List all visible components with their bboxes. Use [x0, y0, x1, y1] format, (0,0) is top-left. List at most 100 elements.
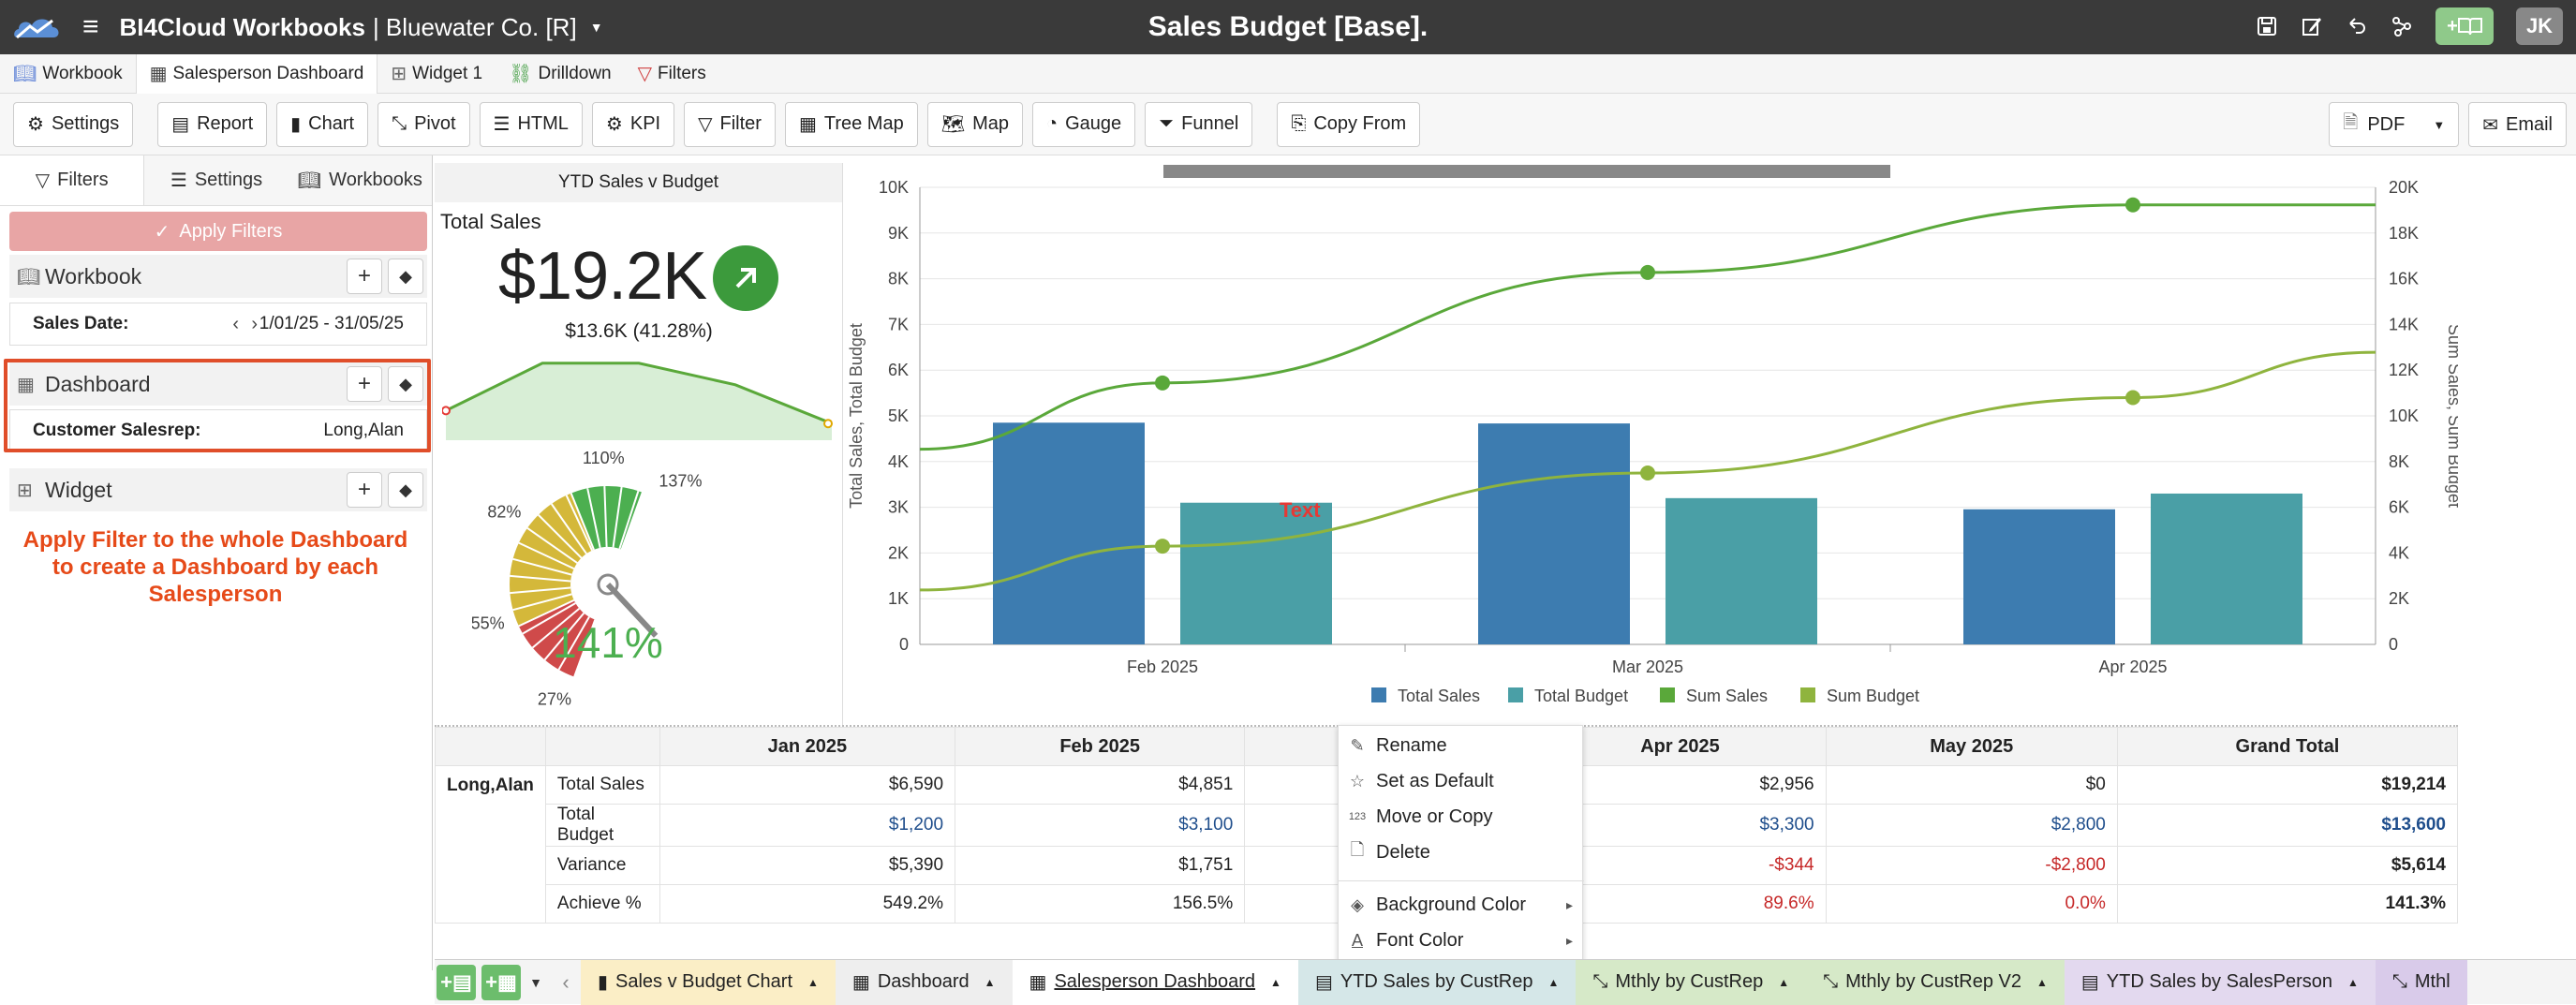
- bi4cloud-logo-icon[interactable]: [11, 13, 62, 41]
- eraser-icon[interactable]: ◆: [388, 259, 423, 294]
- sheet-menu-icon[interactable]: ▲: [984, 975, 996, 989]
- save-icon[interactable]: [2256, 15, 2278, 37]
- menu-item-set-default[interactable]: ☆ Set as Default: [1339, 763, 1584, 799]
- sales-date-filter[interactable]: Sales Date: ‹ › 1/01/25 - 31/05/25: [9, 303, 427, 346]
- pivot-button[interactable]: ⤡ Pivot: [378, 101, 470, 147]
- menu-item-move-copy[interactable]: 123 Move or Copy: [1339, 799, 1584, 835]
- sheet-list-dropdown-icon[interactable]: ▼: [529, 974, 542, 990]
- kpi-widget[interactable]: YTD Sales v Budget Total Sales $19.2K $1…: [435, 163, 843, 725]
- filter-value: 1/01/25 - 31/05/25: [259, 314, 404, 333]
- settings-button[interactable]: ⚙︎ Settings: [13, 101, 134, 147]
- tab-filters[interactable]: ▽ Filters: [0, 155, 145, 205]
- treemap-button[interactable]: ▦ Tree Map: [784, 101, 918, 147]
- bar-total-budget[interactable]: [1666, 497, 1817, 644]
- menu-item-font-color[interactable]: A Font Color ▸: [1339, 923, 1584, 958]
- sheet-menu-icon[interactable]: ▲: [2036, 975, 2048, 989]
- tab-workbooks[interactable]: 📖︎ Workbooks: [288, 155, 432, 205]
- legend-label[interactable]: Total Sales: [1398, 687, 1480, 705]
- sheet-tab[interactable]: ▤ YTD Sales by CustRep ▲: [1297, 959, 1577, 1005]
- add-report-button[interactable]: +▤: [437, 964, 476, 1000]
- chart-scroll-thumb[interactable]: [1163, 165, 1890, 178]
- add-dashboard-button[interactable]: +▦: [481, 964, 521, 1000]
- line-point[interactable]: [1640, 466, 1655, 480]
- map-button[interactable]: 🗺︎ Map: [926, 101, 1023, 147]
- pivot-icon: ⤡: [392, 113, 407, 134]
- menu-item-background-color[interactable]: ◈ Background Color ▸: [1339, 887, 1584, 923]
- line-point[interactable]: [1155, 375, 1170, 391]
- sheet-tab[interactable]: ⤡ Mthly by CustRep V2 ▲: [1806, 959, 2065, 1005]
- undo-icon[interactable]: [2346, 15, 2368, 37]
- bar-total-sales[interactable]: [993, 422, 1145, 644]
- sheet-menu-icon[interactable]: ▲: [1270, 975, 1281, 989]
- menu-item-delete[interactable]: 🗋︎ Delete: [1339, 835, 1584, 870]
- eraser-icon[interactable]: ◆: [388, 366, 423, 402]
- legend-label[interactable]: Sum Budget: [1827, 687, 1919, 705]
- new-workbook-button[interactable]: +: [2435, 7, 2494, 45]
- copy-from-label: Copy From: [1313, 113, 1407, 134]
- company-name[interactable]: | Bluewater Co. [R]: [372, 12, 577, 41]
- chevron-left-icon[interactable]: ‹: [562, 969, 570, 994]
- tab-drilldown[interactable]: ⛓︎ Drilldown: [496, 54, 625, 94]
- sales-budget-chart[interactable]: 0 1K 2K 3K 4K 5K 6K 7K 8K 9K 10K 0 2K 4K 6K 8K 10K 12K 14K…: [843, 163, 2464, 725]
- bar-total-budget[interactable]: [2151, 493, 2302, 644]
- eraser-icon[interactable]: ◆: [388, 472, 423, 508]
- sheet-menu-icon[interactable]: ▲: [807, 975, 819, 989]
- line-point[interactable]: [1155, 539, 1170, 554]
- sheet-tab[interactable]: ⤡ Mthl: [2375, 959, 2467, 1005]
- sheet-icon: ▮: [598, 972, 609, 993]
- filter-button[interactable]: ▽ Filter: [684, 101, 776, 147]
- tab-widget-1[interactable]: ⊞ Widget 1: [378, 54, 496, 94]
- sheet-menu-icon[interactable]: ▲: [2347, 975, 2359, 989]
- gauge-tick: [586, 488, 601, 549]
- sheet-tab[interactable]: ▦ Dashboard ▲: [835, 959, 1013, 1005]
- edit-icon[interactable]: [2301, 15, 2323, 37]
- line-sum-sales[interactable]: [919, 203, 2376, 451]
- gauge-tick: [618, 490, 640, 550]
- widget-icon: ⊞: [17, 480, 33, 501]
- sheet-menu-icon[interactable]: ▲: [1547, 975, 1560, 989]
- line-point[interactable]: [1640, 264, 1655, 280]
- y-tick-label-right: 2K: [2389, 589, 2409, 608]
- tab-label: Filters: [57, 170, 109, 190]
- line-point[interactable]: [2125, 197, 2140, 213]
- bar-total-budget[interactable]: [1180, 502, 1332, 644]
- chevron-right-icon[interactable]: ›: [251, 313, 258, 334]
- sheet-tab[interactable]: ⤡ Mthly by CustRep ▲: [1576, 959, 1807, 1005]
- gauge-button[interactable]: ◔ Gauge: [1032, 101, 1136, 147]
- html-button[interactable]: ☰ HTML: [479, 101, 583, 147]
- funnel-button[interactable]: ⏷ Funnel: [1145, 101, 1253, 147]
- tab-workbook[interactable]: 📖︎ Workbook: [0, 54, 136, 94]
- gauge-tick: [603, 486, 608, 548]
- sheet-tab[interactable]: ▮ Sales v Budget Chart ▲: [581, 959, 836, 1005]
- tab-salesperson-dashboard[interactable]: ▦ Salesperson Dashboard: [135, 53, 378, 94]
- add-filter-button[interactable]: +: [347, 259, 382, 294]
- tab-filters[interactable]: ▽ Filters: [625, 54, 719, 94]
- pdf-button[interactable]: 🗎 PDF ▼: [2329, 102, 2460, 147]
- add-filter-button[interactable]: +: [347, 472, 382, 508]
- company-dropdown-icon[interactable]: ▼: [589, 20, 603, 35]
- bar-total-sales[interactable]: [1478, 423, 1630, 644]
- chevron-left-icon[interactable]: ‹: [232, 313, 239, 334]
- chevron-down-icon[interactable]: ▼: [2433, 117, 2446, 132]
- copy-from-button[interactable]: ⎘ Copy From: [1277, 101, 1421, 147]
- legend-label[interactable]: Sum Sales: [1686, 687, 1768, 705]
- menu-item-rename[interactable]: ✎ Rename: [1339, 728, 1584, 763]
- menu-icon[interactable]: ≡: [82, 11, 99, 42]
- sheet-menu-icon[interactable]: ▲: [1778, 975, 1790, 989]
- avatar[interactable]: JK: [2516, 7, 2563, 45]
- tab-settings[interactable]: ☰ Settings: [144, 155, 289, 205]
- legend-label[interactable]: Total Budget: [1534, 687, 1628, 705]
- email-button[interactable]: ✉︎ Email: [2468, 102, 2567, 147]
- chart-button[interactable]: ▮ Chart: [276, 101, 369, 147]
- bar-total-sales[interactable]: [1963, 509, 2115, 644]
- add-filter-button[interactable]: +: [347, 366, 382, 402]
- apply-filters-button[interactable]: ✓ Apply Filters: [9, 212, 427, 251]
- report-button[interactable]: ▤ Report: [157, 101, 268, 147]
- line-point[interactable]: [2125, 390, 2140, 406]
- filter-label: Customer Salesrep:: [33, 421, 201, 440]
- sheet-tab[interactable]: ▤ YTD Sales by SalesPerson ▲: [2064, 959, 2376, 1005]
- kpi-button[interactable]: ⚙ KPI: [591, 101, 675, 147]
- share-icon[interactable]: [2391, 15, 2413, 37]
- sheet-label: Sales v Budget Chart: [615, 971, 793, 992]
- sheet-tab[interactable]: ▦ Salesperson Dashboard ▲: [1012, 959, 1298, 1005]
